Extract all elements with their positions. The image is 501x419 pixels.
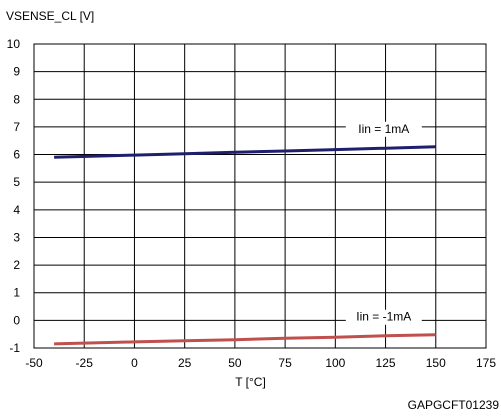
figure-id: GAPGCFT01239	[407, 398, 499, 412]
x-tick-labels: -50 -25 0 25 50 75 100 125 150 175	[25, 356, 496, 370]
y-tick-label: 3	[13, 230, 20, 244]
series-lines	[54, 145, 436, 346]
series-line	[54, 333, 436, 346]
x-tick-label: 125	[376, 356, 396, 370]
y-tick-label: 4	[13, 203, 20, 217]
series-label: Iin = 1mA	[358, 122, 409, 136]
y-tick-labels: -1 0 1 2 3 4 5 6 7 8 9 10	[7, 37, 21, 355]
series-label-bg	[345, 309, 422, 325]
y-tick-label: 0	[13, 313, 20, 327]
x-tick-label: 0	[131, 356, 138, 370]
series-labels: Iin = 1mA Iin = -1mA	[345, 121, 422, 325]
y-axis-title: VSENSE_CL [V]	[6, 9, 95, 23]
grid-lines	[33, 43, 487, 349]
x-tick-label: 150	[426, 356, 446, 370]
x-axis-title: T [°C]	[235, 375, 266, 389]
x-tick-label: 50	[228, 356, 242, 370]
series-label: Iin = -1mA	[356, 310, 411, 324]
y-tick-label: 8	[13, 92, 20, 106]
x-tick-label: 100	[325, 356, 345, 370]
y-tick-label: 1	[13, 286, 20, 300]
plot-border	[33, 43, 487, 349]
x-tick-label: -50	[25, 356, 43, 370]
series-line	[54, 145, 436, 159]
y-tick-label: -1	[9, 341, 20, 355]
y-tick-label: 9	[13, 65, 20, 79]
plot-frame	[33, 43, 487, 349]
x-tick-label: 25	[178, 356, 192, 370]
y-tick-label: 10	[7, 37, 21, 51]
x-tick-label: -25	[76, 356, 94, 370]
x-tick-label: 175	[476, 356, 496, 370]
y-tick-label: 7	[13, 120, 20, 134]
x-tick-label: 75	[278, 356, 292, 370]
series-label-bg	[345, 121, 422, 137]
y-tick-label: 6	[13, 148, 20, 162]
y-tick-label: 5	[13, 175, 20, 189]
y-tick-label: 2	[13, 258, 20, 272]
